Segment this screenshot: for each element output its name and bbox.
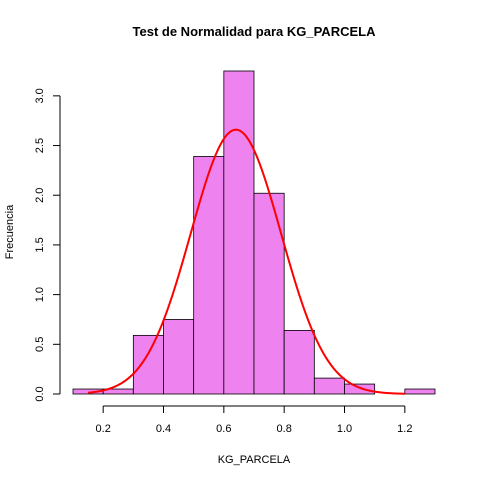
histogram-bar — [283, 329, 315, 395]
x-axis-label: KG_PARCELA — [218, 454, 291, 466]
histogram-bar — [223, 70, 255, 395]
histogram-bar — [163, 319, 195, 395]
bars-group — [72, 70, 436, 395]
x-tick-label: 0.6 — [216, 423, 231, 435]
x-tick-label: 1.0 — [337, 423, 352, 435]
y-tick-label: 2.5 — [34, 138, 46, 153]
histogram-bar — [404, 388, 436, 395]
chart-title: Test de Normalidad para KG_PARCELA — [133, 24, 377, 39]
normal-curve — [87, 128, 405, 395]
y-axis: 0.0 0.5 1.0 1.5 2.0 2.5 3.0 — [34, 88, 61, 402]
y-tick-label: 1.0 — [34, 287, 46, 302]
y-tick-label: 0.5 — [34, 337, 46, 352]
y-tick-label: 3.0 — [34, 88, 46, 103]
x-tick-label: 0.4 — [156, 423, 171, 435]
histogram-bar — [193, 156, 225, 395]
histogram-bar — [253, 192, 285, 395]
y-axis-label: Frecuencia — [4, 204, 16, 259]
histogram-bar — [344, 383, 376, 395]
y-tick-label: 2.0 — [34, 188, 46, 203]
curve-group — [87, 128, 405, 395]
histogram-bar — [132, 334, 164, 395]
x-tick-label: 0.2 — [96, 423, 111, 435]
x-tick-label: 1.2 — [397, 423, 412, 435]
x-tick-label: 0.8 — [277, 423, 292, 435]
histogram-bar — [313, 377, 345, 395]
y-tick-label: 0.0 — [34, 386, 46, 401]
x-axis: 0.2 0.4 0.6 0.8 1.0 1.2 — [96, 405, 412, 435]
y-tick-label: 1.5 — [34, 237, 46, 252]
